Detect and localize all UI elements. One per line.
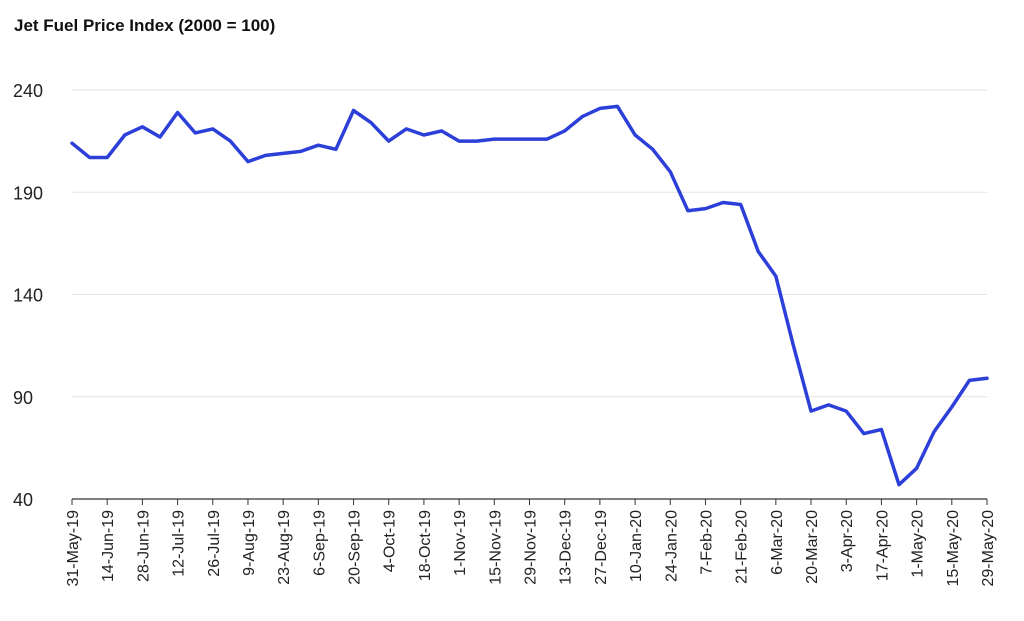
x-tick-label: 3-Apr-20 [839,510,856,572]
x-tick-label: 15-May-20 [945,510,962,587]
x-tick-label: 10-Jan-20 [628,510,645,582]
x-tick-label: 24-Jan-20 [663,510,680,582]
x-tick-label: 6-Sep-19 [311,510,328,576]
y-tick-label: 190 [13,183,43,203]
x-tick-label: 4-Oct-19 [382,510,399,572]
y-tick-label: 90 [13,388,33,408]
x-tick-label: 20-Mar-20 [804,510,821,584]
x-tick-label: 23-Aug-19 [276,510,293,585]
x-tick-label: 26-Jul-19 [206,510,223,577]
x-tick-label: 1-Nov-19 [452,510,469,576]
y-tick-label: 240 [13,81,43,101]
x-tick-label: 7-Feb-20 [698,510,715,575]
x-tick-label: 12-Jul-19 [171,510,188,577]
x-tick-label: 29-Nov-19 [523,510,540,585]
x-tick-label: 13-Dec-19 [558,510,575,585]
x-tick-label: 31-May-19 [65,510,82,587]
x-tick-label: 28-Jun-19 [135,510,152,582]
x-tick-label: 21-Feb-20 [734,510,751,584]
x-tick-label: 27-Dec-19 [593,510,610,585]
series-line [70,104,989,487]
x-tick-label: 14-Jun-19 [100,510,117,582]
chart-title: Jet Fuel Price Index (2000 = 100) [14,16,276,35]
x-tick-label: 1-May-20 [910,510,927,578]
x-tick-label: 15-Nov-19 [487,510,504,585]
x-tick-label: 6-Mar-20 [769,510,786,575]
y-tick-label: 40 [13,490,33,510]
x-tick-label: 20-Sep-19 [347,510,364,585]
x-tick-label: 29-May-20 [980,510,997,587]
x-tick-label: 18-Oct-19 [417,510,434,581]
y-tick-label: 140 [13,286,43,306]
x-tick-label: 17-Apr-20 [874,510,891,581]
x-tick-label: 9-Aug-19 [241,510,258,576]
